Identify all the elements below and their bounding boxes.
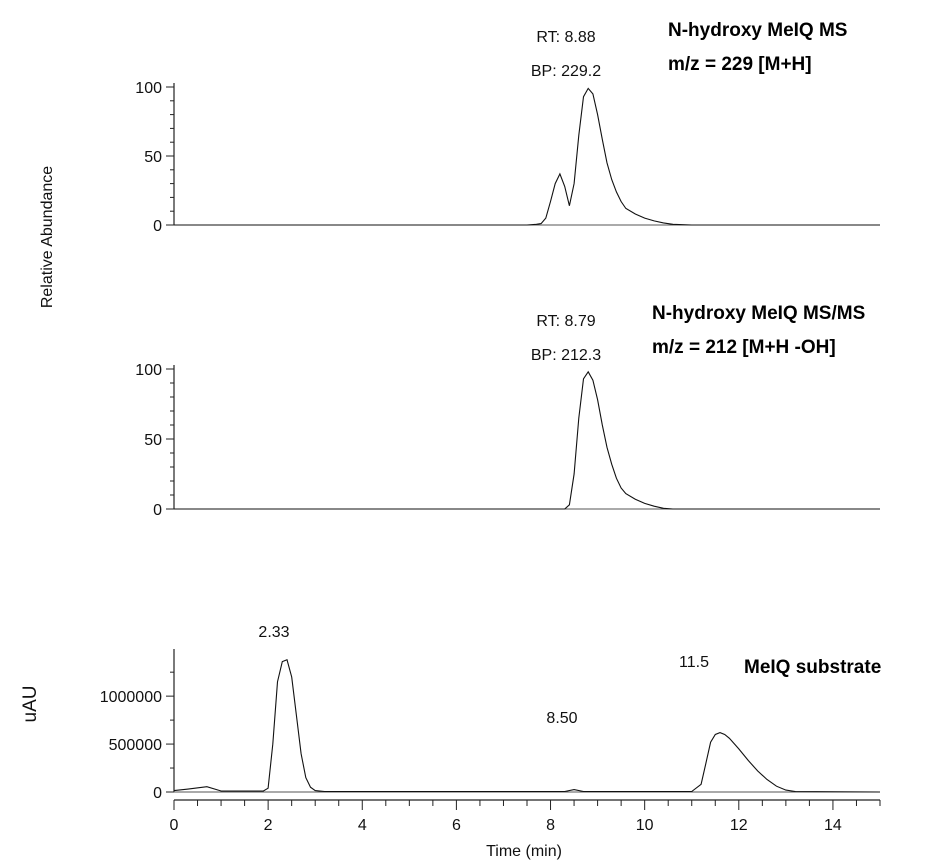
x-tick-label-2: 4: [358, 817, 367, 834]
x-tick-label-1: 2: [264, 817, 273, 834]
y-tick-label-0-2: 100: [135, 80, 162, 97]
panel-msms-title-line2: m/z = 212 [M+H -OH]: [652, 337, 836, 358]
series-line-2-0: [173, 658, 881, 793]
x-tick-label-5: 10: [636, 817, 654, 834]
y-tick-label-1-0: 0: [153, 502, 162, 519]
panel-ms-bp-label: BP: 229.2: [531, 63, 601, 80]
panel-ms-title-line2: m/z = 229 [M+H]: [668, 54, 812, 75]
panel-uv-title: MeIQ substrate: [744, 657, 881, 678]
peak-label-11-5: 11.5: [679, 654, 709, 671]
y-tick-label-1-1: 50: [144, 432, 162, 449]
panel-msms: N-hydroxy MeIQ MS/MS m/z = 212 [M+H -OH]…: [135, 303, 880, 519]
x-tick-label-7: 14: [824, 817, 842, 834]
y-tick-label-2-0: 0: [153, 785, 162, 802]
series-line-1-0: [174, 370, 880, 510]
y-axis-title-uau: uAU: [20, 686, 41, 723]
panel-ms: N-hydroxy MeIQ MS m/z = 229 [M+H] RT: 8.…: [135, 20, 880, 235]
panel-ms-title-line1: N-hydroxy MeIQ MS: [668, 20, 847, 41]
peak-label-8-50: 8.50: [546, 710, 577, 727]
y-tick-label-0-0: 0: [153, 218, 162, 235]
y-axis-title-relative-abundance: Relative Abundance: [39, 166, 56, 308]
panel-msms-bp-label: BP: 212.3: [531, 347, 601, 364]
x-tick-label-3: 6: [452, 817, 461, 834]
peak-label-2-33: 2.33: [258, 624, 289, 641]
y-tick-label-0-1: 50: [144, 149, 162, 166]
panel-uv: MeIQ substrate 2.33 8.50 11.5 uAU Time (…: [20, 624, 881, 860]
x-tick-label-6: 12: [730, 817, 748, 834]
x-axis-title-time: Time (min): [486, 843, 562, 860]
panel-ms-rt-label: RT: 8.88: [536, 29, 595, 46]
y-tick-label-2-1: 500000: [109, 737, 162, 754]
x-tick-label-4: 8: [546, 817, 555, 834]
x-tick-label-0: 0: [170, 817, 179, 834]
panel-msms-title-line1: N-hydroxy MeIQ MS/MS: [652, 303, 865, 324]
series-line-0-0: [174, 87, 880, 226]
y-tick-label-1-2: 100: [135, 362, 162, 379]
panel-msms-rt-label: RT: 8.79: [536, 313, 595, 330]
y-tick-label-2-2: 1000000: [100, 689, 162, 706]
